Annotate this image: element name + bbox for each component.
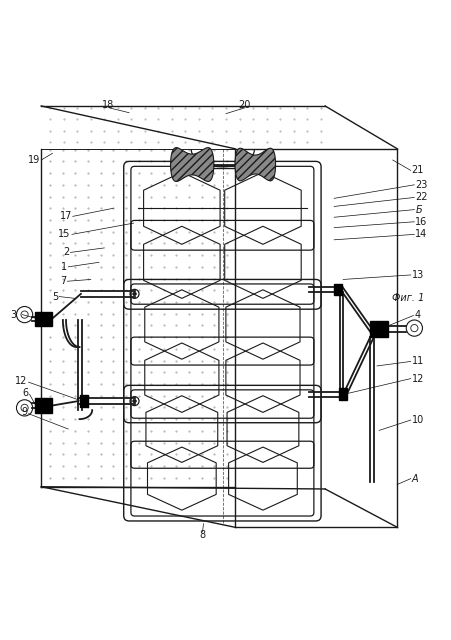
Text: 12: 12 bbox=[15, 376, 28, 386]
Text: 22: 22 bbox=[414, 193, 427, 202]
Text: 6: 6 bbox=[23, 388, 28, 398]
Text: 10: 10 bbox=[411, 415, 423, 425]
Text: 12: 12 bbox=[411, 374, 423, 383]
Text: 17: 17 bbox=[60, 211, 72, 221]
Polygon shape bbox=[170, 148, 213, 182]
Text: 21: 21 bbox=[411, 165, 423, 175]
Text: 14: 14 bbox=[414, 229, 427, 239]
Text: 8: 8 bbox=[199, 531, 205, 540]
Text: 3: 3 bbox=[10, 310, 17, 319]
Text: 2: 2 bbox=[63, 248, 69, 257]
Text: 4: 4 bbox=[414, 310, 419, 321]
Polygon shape bbox=[235, 148, 275, 181]
Text: 23: 23 bbox=[414, 180, 427, 190]
Bar bbox=[338, 388, 346, 400]
Bar bbox=[35, 399, 51, 413]
Text: 9: 9 bbox=[22, 408, 28, 417]
Circle shape bbox=[133, 399, 136, 403]
Text: 15: 15 bbox=[58, 229, 70, 239]
Text: 16: 16 bbox=[414, 217, 427, 227]
Text: 5: 5 bbox=[52, 292, 58, 301]
Text: Фиг. 1: Фиг. 1 bbox=[391, 293, 423, 303]
Text: 7: 7 bbox=[60, 276, 66, 286]
Text: 11: 11 bbox=[411, 356, 423, 367]
Text: А: А bbox=[411, 474, 417, 484]
Text: 18: 18 bbox=[101, 100, 114, 109]
Text: 19: 19 bbox=[28, 155, 40, 165]
Text: 13: 13 bbox=[411, 270, 423, 280]
Bar bbox=[369, 321, 387, 337]
Text: 20: 20 bbox=[238, 100, 251, 109]
Bar bbox=[35, 312, 51, 326]
Text: 1: 1 bbox=[61, 262, 67, 272]
Circle shape bbox=[133, 292, 136, 296]
Bar bbox=[79, 396, 87, 407]
Text: Б: Б bbox=[414, 205, 421, 214]
Bar bbox=[333, 284, 341, 295]
